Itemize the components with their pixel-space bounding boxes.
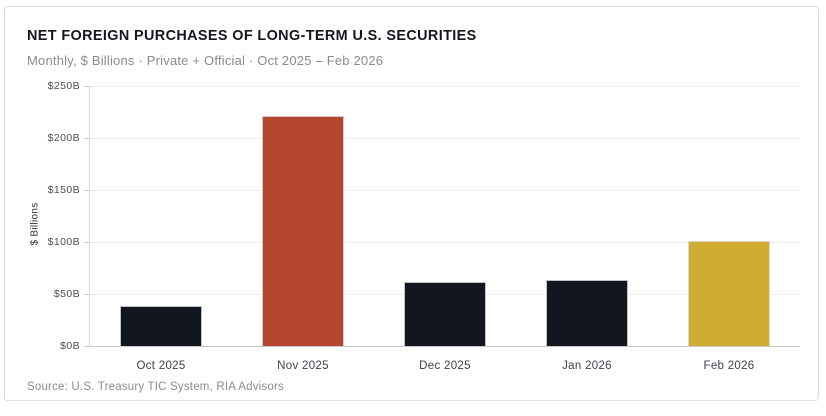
y-tick-label: $250B (47, 80, 80, 92)
source-note: Source: U.S. Treasury TIC System, RIA Ad… (27, 381, 284, 393)
y-tick-mark (84, 242, 90, 243)
y-tick-label: $100B (47, 236, 80, 248)
bar-feb-2026 (688, 240, 770, 346)
y-tick-mark (84, 294, 90, 295)
bar-jan-2026 (546, 280, 628, 346)
x-tick-label-dec-2025: Dec 2025 (419, 360, 471, 372)
chart-subtitle: Monthly, $ Billions · Private + Official… (27, 53, 384, 68)
y-tick-mark (84, 138, 90, 139)
bar-dec-2025 (404, 281, 486, 346)
x-tick-label-nov-2025: Nov 2025 (277, 360, 329, 372)
y-tick-mark (84, 346, 90, 347)
x-tick-label-feb-2026: Feb 2026 (703, 360, 755, 372)
x-tick-label-jan-2026: Jan 2026 (562, 360, 612, 372)
y-tick-label: $50B (53, 288, 80, 300)
gridline (90, 242, 800, 243)
gridline (90, 138, 800, 139)
chart-title: NET FOREIGN PURCHASES OF LONG-TERM U.S. … (27, 27, 477, 44)
x-tick-label-oct-2025: Oct 2025 (136, 360, 186, 372)
gridline (90, 190, 800, 191)
y-tick-label: $150B (47, 184, 80, 196)
y-tick-label: $0B (60, 340, 80, 352)
bar-nov-2025 (262, 116, 344, 346)
y-tick-mark (84, 86, 90, 87)
y-tick-mark (84, 190, 90, 191)
bar-oct-2025 (120, 306, 202, 346)
plot-area: $0B $50B $100B $150B $200B $250B Oct 2025 Nov 2… (48, 80, 800, 372)
gridline (90, 86, 800, 87)
y-tick-label: $200B (47, 132, 80, 144)
